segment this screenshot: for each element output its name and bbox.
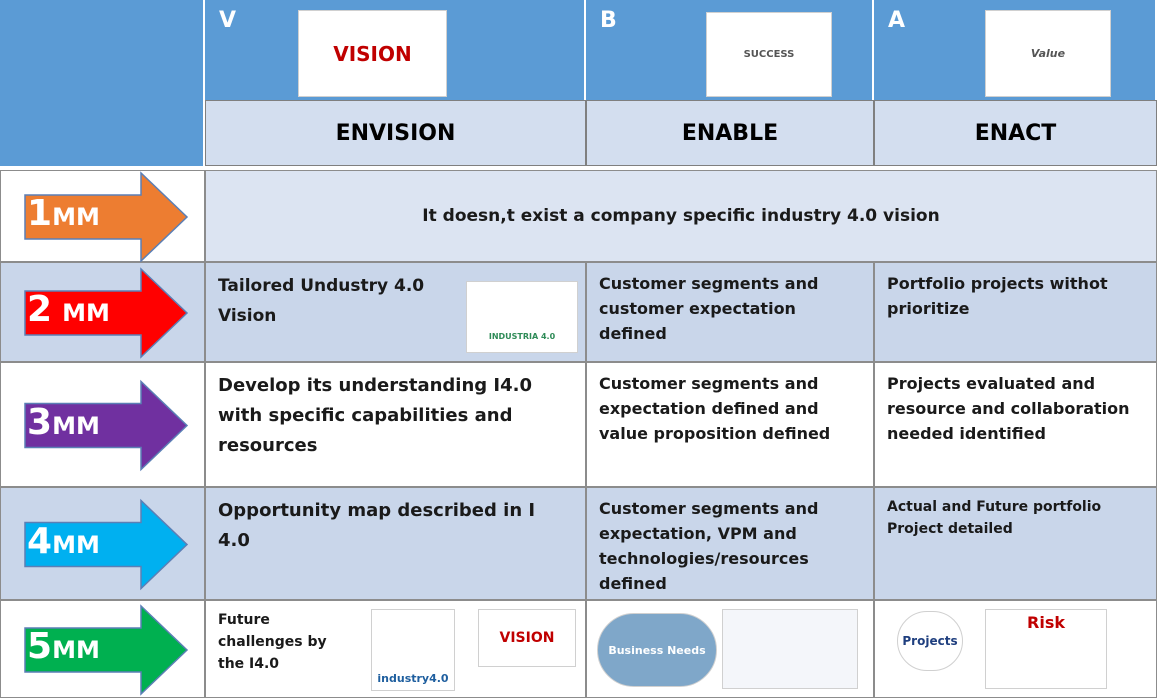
content-cell: Customer segments and expectation define… xyxy=(586,362,874,487)
content-cell: Projects Risk xyxy=(874,600,1157,698)
level-arrow xyxy=(24,171,189,263)
level-label: 4MM xyxy=(27,521,100,562)
level-arrow xyxy=(24,267,189,359)
level-unit: MM xyxy=(52,530,100,559)
cell-image: VISION xyxy=(478,609,576,667)
header-cell: V VISION xyxy=(205,0,586,100)
header-image: SUCCESS xyxy=(706,12,832,97)
content-cell: Customer segments and customer expectati… xyxy=(586,262,874,362)
level-label: 2 MM xyxy=(27,289,110,330)
cell-image: INDUSTRIA 4.0 xyxy=(466,281,578,353)
column-letter: B xyxy=(600,8,617,33)
level-cell: 4MM xyxy=(0,487,205,600)
level-arrow-svg xyxy=(24,171,189,263)
level-arrow xyxy=(24,604,189,696)
header-image: VISION xyxy=(298,10,447,97)
level-label: 3MM xyxy=(27,402,100,443)
level-unit: MM xyxy=(52,411,100,440)
level-unit: MM xyxy=(52,203,100,231)
content-cell: Future challenges by the I4.0 industry4.0… xyxy=(205,600,586,698)
level-unit: MM xyxy=(52,636,100,664)
cell-image: Business Needs xyxy=(597,613,717,687)
header-cell: B SUCCESS xyxy=(586,0,874,100)
column-title: ENABLE xyxy=(586,100,874,166)
content-cell: Opportunity map described in I 4.0 xyxy=(205,487,586,600)
level-arrow-svg xyxy=(24,267,189,359)
column-title: ENACT xyxy=(874,100,1157,166)
level-cell: 1MM xyxy=(0,170,205,263)
level-label: 5MM xyxy=(27,626,100,667)
content-cell: Business Needs xyxy=(586,600,874,698)
cell-image: industry4.0 xyxy=(371,609,455,691)
content-cell: Develop its understanding I4.0 with spec… xyxy=(205,362,586,487)
cell-image xyxy=(722,609,858,689)
level-arrow-svg xyxy=(24,379,189,472)
level-number: 5 xyxy=(27,626,53,667)
level-number: 4 xyxy=(27,520,53,562)
level-arrow-svg xyxy=(24,498,189,591)
content-cell: Customer segments and expectation, VPM a… xyxy=(586,487,874,600)
content-cell: Tailored Undustry 4.0 Vision INDUSTRIA 4.… xyxy=(205,262,586,362)
level-cell: 3MM xyxy=(0,362,205,487)
level-number: 1 xyxy=(27,193,53,234)
level-arrow-svg xyxy=(24,604,189,696)
level-unit: MM xyxy=(62,299,110,327)
header-corner xyxy=(0,0,205,166)
level-cell: 2 MM xyxy=(0,262,205,362)
column-title: ENVISION xyxy=(205,100,586,166)
header-image: Value xyxy=(985,10,1111,97)
cell-image: Projects xyxy=(897,611,963,671)
level-number: 2 xyxy=(27,289,53,330)
cell-image: Risk xyxy=(985,609,1107,689)
level-label: 1MM xyxy=(27,193,100,234)
merged-cell: It doesn,t exist a company specific indu… xyxy=(205,170,1157,262)
level-cell: 5MM xyxy=(0,600,205,698)
content-cell: Projects evaluated and resource and coll… xyxy=(874,362,1157,487)
column-letter: A xyxy=(888,8,906,33)
content-cell: Actual and Future portfolio Project deta… xyxy=(874,487,1157,600)
content-cell: Portfolio projects withot prioritize xyxy=(874,262,1157,362)
header-cell: A Value xyxy=(874,0,1157,100)
level-arrow xyxy=(24,498,189,591)
column-letter: V xyxy=(219,8,237,33)
level-number: 3 xyxy=(27,401,53,443)
level-arrow xyxy=(24,379,189,472)
